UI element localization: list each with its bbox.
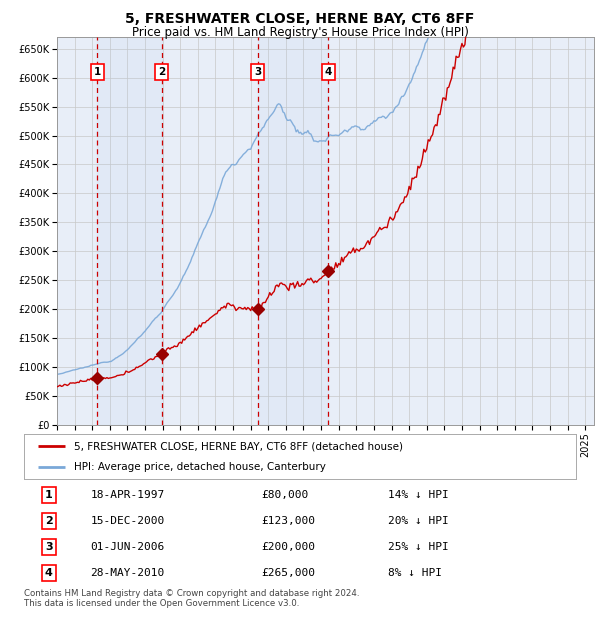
Text: 4: 4 — [325, 67, 332, 77]
Bar — [97, 37, 162, 425]
Text: 18-APR-1997: 18-APR-1997 — [90, 490, 164, 500]
Text: 1: 1 — [45, 490, 53, 500]
Text: 3: 3 — [45, 542, 53, 552]
Text: 20% ↓ HPI: 20% ↓ HPI — [388, 516, 449, 526]
Text: HPI: Average price, detached house, Canterbury: HPI: Average price, detached house, Cant… — [74, 461, 326, 472]
Text: 2: 2 — [158, 67, 166, 77]
Text: 5, FRESHWATER CLOSE, HERNE BAY, CT6 8FF: 5, FRESHWATER CLOSE, HERNE BAY, CT6 8FF — [125, 12, 475, 27]
Text: £123,000: £123,000 — [262, 516, 316, 526]
Text: 1: 1 — [94, 67, 101, 77]
Text: £80,000: £80,000 — [262, 490, 308, 500]
Text: 14% ↓ HPI: 14% ↓ HPI — [388, 490, 449, 500]
Text: 5, FRESHWATER CLOSE, HERNE BAY, CT6 8FF (detached house): 5, FRESHWATER CLOSE, HERNE BAY, CT6 8FF … — [74, 441, 403, 451]
Text: 28-MAY-2010: 28-MAY-2010 — [90, 568, 164, 578]
Text: £200,000: £200,000 — [262, 542, 316, 552]
Bar — [258, 37, 328, 425]
Text: 01-JUN-2006: 01-JUN-2006 — [90, 542, 164, 552]
Text: 8% ↓ HPI: 8% ↓ HPI — [388, 568, 442, 578]
Text: £265,000: £265,000 — [262, 568, 316, 578]
Text: 3: 3 — [254, 67, 262, 77]
Text: Contains HM Land Registry data © Crown copyright and database right 2024.
This d: Contains HM Land Registry data © Crown c… — [24, 589, 359, 608]
Text: 4: 4 — [45, 568, 53, 578]
Text: Price paid vs. HM Land Registry's House Price Index (HPI): Price paid vs. HM Land Registry's House … — [131, 26, 469, 39]
Text: 25% ↓ HPI: 25% ↓ HPI — [388, 542, 449, 552]
Text: 15-DEC-2000: 15-DEC-2000 — [90, 516, 164, 526]
Text: 2: 2 — [45, 516, 53, 526]
